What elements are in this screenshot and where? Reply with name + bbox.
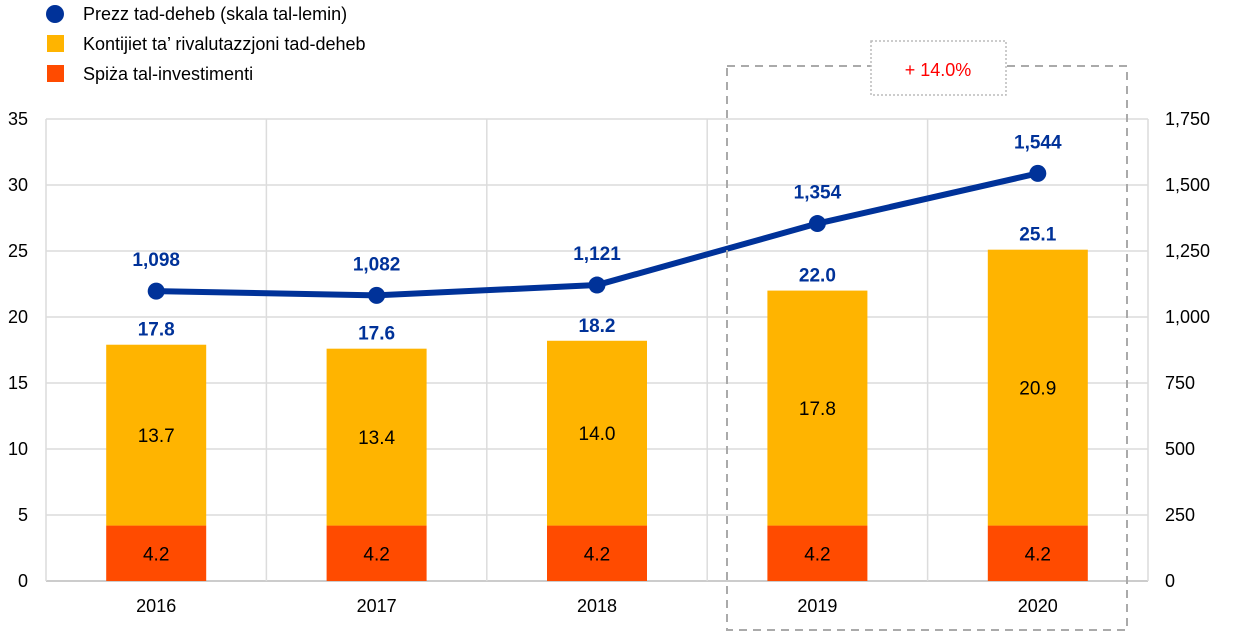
annotation-label: + 14.0%	[905, 60, 972, 80]
legend-marker-investment	[47, 65, 64, 82]
legend-label-investment: Spiża tal-investimenti	[83, 64, 253, 84]
left-tick-label: 0	[18, 571, 28, 591]
right-tick-label: 750	[1165, 373, 1195, 393]
x-tick-label: 2018	[577, 596, 617, 616]
price-label: 1,121	[573, 244, 621, 265]
bar-total-label: 17.6	[358, 324, 395, 345]
bar-investment	[106, 525, 207, 581]
x-tick-label: 2020	[1018, 596, 1058, 616]
right-tick-label: 0	[1165, 571, 1175, 591]
price-point	[588, 276, 606, 294]
price-label: 1,098	[132, 250, 180, 271]
price-point	[147, 282, 165, 300]
bar-value-label: 13.4	[358, 428, 395, 449]
left-tick-label: 20	[8, 307, 28, 327]
bar-total-label: 18.2	[579, 316, 616, 337]
right-tick-label: 1,000	[1165, 307, 1210, 327]
legend-marker-revaluation	[47, 35, 64, 52]
bar-revaluation	[767, 290, 868, 526]
left-tick-label: 35	[8, 109, 28, 129]
right-tick-label: 500	[1165, 439, 1195, 459]
bar-value-label: 4.2	[363, 544, 389, 565]
bar-total-label: 17.8	[138, 320, 175, 341]
price-label: 1,544	[1014, 132, 1062, 153]
bar-value-label: 20.9	[1019, 379, 1056, 400]
bar-investment	[547, 525, 647, 581]
annotation: + 14.0%	[726, 40, 1128, 631]
price-point	[368, 286, 386, 304]
bar-value-label: 14.0	[579, 424, 616, 445]
legend: Prezz tad-deheb (skala tal-lemin) Kontij…	[46, 4, 366, 84]
bar-value-label: 4.2	[804, 544, 830, 565]
bar-revaluation	[547, 340, 647, 526]
right-tick-label: 1,750	[1165, 109, 1210, 129]
right-tick-label: 1,500	[1165, 175, 1210, 195]
price-point	[808, 215, 826, 233]
left-tick-label: 10	[8, 439, 28, 459]
bar-investment	[987, 525, 1088, 581]
bars: 4.2 13.7 17.8 4.2 13.4 17.6 4.2 14.0 18.2 4.2 17.8…	[106, 225, 1088, 581]
bar-value-label: 4.2	[143, 544, 169, 565]
bar-value-label: 4.2	[584, 544, 610, 565]
legend-label-line: Prezz tad-deheb (skala tal-lemin)	[83, 4, 347, 24]
legend-marker-line	[46, 5, 64, 23]
left-tick-label: 30	[8, 175, 28, 195]
bar-total-label: 22.0	[799, 266, 836, 287]
bar-revaluation	[987, 249, 1088, 526]
x-tick-label: 2016	[136, 596, 176, 616]
annotation-box	[870, 40, 1007, 96]
price-label: 1,354	[794, 183, 842, 204]
right-tick-label: 250	[1165, 505, 1195, 525]
right-tick-label: 1,250	[1165, 241, 1210, 261]
bar-value-label: 13.7	[138, 426, 175, 447]
price-point	[1029, 164, 1047, 182]
left-tick-label: 25	[8, 241, 28, 261]
x-tick-label: 2019	[797, 596, 837, 616]
bar-total-label: 25.1	[1019, 225, 1056, 246]
bar-revaluation	[326, 348, 427, 526]
bar-investment	[326, 525, 427, 581]
left-tick-label: 15	[8, 373, 28, 393]
bar-investment	[767, 525, 868, 581]
bar-revaluation	[106, 344, 207, 526]
bar-value-label: 17.8	[799, 399, 836, 420]
price-label: 1,082	[353, 254, 401, 275]
x-tick-label: 2017	[357, 596, 397, 616]
grid	[45, 118, 1149, 582]
bar-value-label: 4.2	[1025, 544, 1051, 565]
axes: 0 5 10 15 20 25 30 35 0 250 500 750 1,000 1,250 1,500 1…	[8, 109, 1210, 616]
legend-label-revaluation: Kontijiet ta’ rivalutazzjoni tad-deheb	[83, 34, 366, 54]
left-tick-label: 5	[18, 505, 28, 525]
line-series: 1,098 1,082 1,121 1,354 1,544	[132, 132, 1062, 304]
